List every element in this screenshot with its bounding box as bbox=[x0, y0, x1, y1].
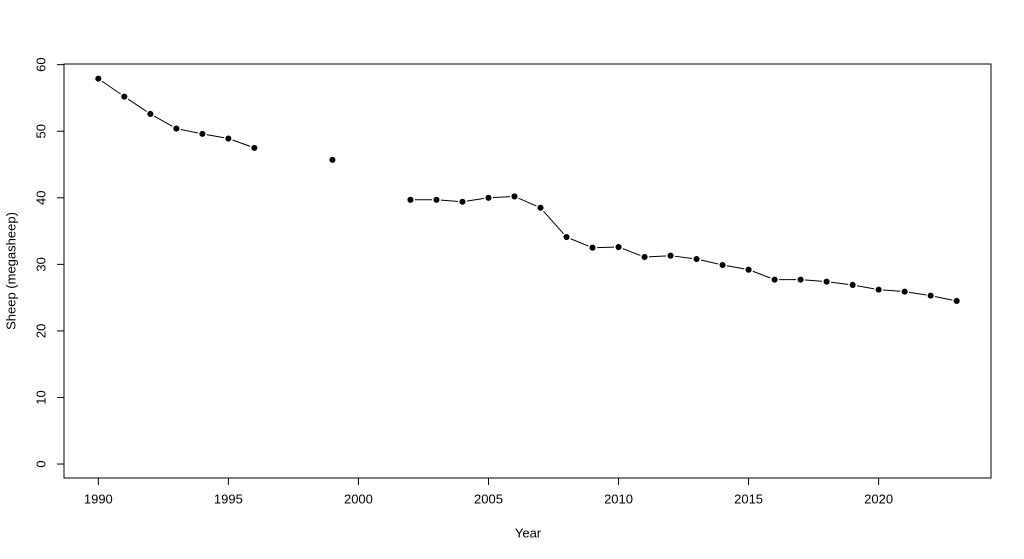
point bbox=[718, 260, 728, 270]
point bbox=[770, 275, 780, 285]
x-tick-label: 2005 bbox=[474, 491, 503, 506]
point bbox=[666, 251, 676, 261]
line bbox=[98, 78, 957, 302]
x-tick-label: 1990 bbox=[84, 491, 113, 506]
point bbox=[952, 296, 962, 306]
y-tick-label: 30 bbox=[33, 257, 48, 271]
point bbox=[249, 143, 259, 153]
point bbox=[93, 74, 103, 84]
x-tick-label: 2000 bbox=[344, 491, 373, 506]
y-tick-label: 20 bbox=[33, 324, 48, 338]
point bbox=[145, 109, 155, 119]
point bbox=[744, 265, 754, 275]
y-tick-label: 10 bbox=[33, 390, 48, 404]
point bbox=[119, 92, 129, 102]
point bbox=[796, 275, 806, 285]
point bbox=[639, 252, 650, 262]
x-axis-label: Year bbox=[515, 525, 542, 540]
point bbox=[171, 124, 181, 134]
y-tick-label: 40 bbox=[33, 191, 48, 205]
x-tick-label: 1995 bbox=[214, 491, 243, 506]
plot-frame bbox=[63, 63, 992, 479]
x-tick-label: 2015 bbox=[734, 491, 763, 506]
point bbox=[822, 277, 832, 287]
y-tick-label: 0 bbox=[33, 460, 48, 467]
point bbox=[405, 195, 416, 205]
point bbox=[431, 195, 442, 205]
x-tick-label: 2010 bbox=[604, 491, 633, 506]
y-axis-label: Sheep (megasheep) bbox=[3, 212, 18, 330]
point bbox=[874, 285, 884, 295]
point bbox=[535, 203, 546, 213]
point bbox=[483, 193, 494, 203]
point bbox=[926, 291, 936, 301]
y-tick-label: 50 bbox=[33, 124, 48, 138]
x-tick-label: 2020 bbox=[864, 491, 893, 506]
y-tick-label: 60 bbox=[33, 57, 48, 71]
point bbox=[223, 133, 233, 144]
point bbox=[692, 254, 702, 264]
point bbox=[587, 243, 598, 253]
point bbox=[900, 287, 910, 297]
point bbox=[327, 155, 337, 165]
point bbox=[509, 191, 520, 202]
point bbox=[197, 129, 207, 139]
point bbox=[561, 232, 572, 242]
point bbox=[613, 242, 624, 252]
point bbox=[457, 197, 468, 207]
point bbox=[848, 280, 858, 290]
